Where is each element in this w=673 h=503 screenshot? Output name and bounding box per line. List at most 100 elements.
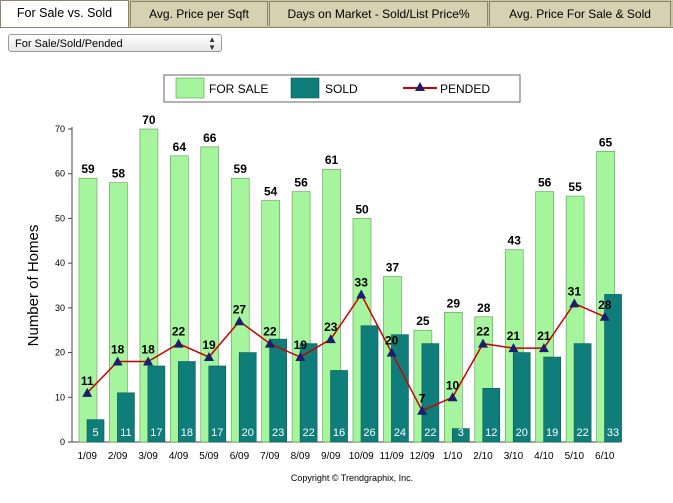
sold-value-label: 17: [211, 427, 223, 439]
pended-marker: [204, 352, 214, 362]
pended-value-label: 23: [324, 320, 338, 334]
for-sale-bar: [78, 177, 98, 443]
sold-value-label: 22: [424, 427, 436, 439]
sold-bar: [421, 343, 440, 443]
pended-marker: [386, 347, 397, 357]
pended-marker: [508, 343, 519, 353]
x-tick-label: 6/09: [230, 451, 250, 462]
pended-marker: [478, 338, 488, 348]
pended-marker: [264, 338, 275, 348]
x-tick-label: 3/09: [138, 451, 158, 462]
pended-marker: [112, 356, 123, 366]
sold-value-label: 16: [333, 427, 345, 439]
for-sale-value-label: 59: [234, 162, 248, 176]
for-sale-value-label: 58: [112, 167, 126, 181]
sold-value-label: 20: [242, 427, 254, 439]
pended-value-label: 20: [385, 334, 399, 348]
pended-marker: [143, 356, 154, 366]
for-sale-value-label: 50: [355, 202, 369, 216]
for-sale-value-label: 25: [416, 314, 430, 328]
pended-marker: [538, 343, 549, 353]
for-sale-value-label: 28: [477, 301, 491, 315]
x-tick-label: 10/09: [349, 451, 374, 462]
sold-bar: [482, 388, 501, 443]
legend-for-sale-swatch: [175, 77, 205, 99]
sold-value-label: 5: [92, 427, 98, 439]
sold-bar: [452, 428, 470, 443]
sold-value-label: 33: [607, 427, 619, 439]
x-tick-label: 2/10: [473, 451, 493, 462]
pended-value-label: 18: [111, 343, 125, 357]
sold-value-label: 24: [394, 427, 406, 439]
for-sale-value-label: 65: [599, 135, 613, 149]
x-tick-label: 6/10: [595, 451, 615, 462]
pended-value-label: 22: [476, 325, 490, 339]
tab-avg-price-per-sqft[interactable]: Avg. Price per Sqft: [130, 1, 268, 26]
sold-bar: [360, 325, 379, 443]
sold-value-label: 19: [546, 427, 558, 439]
sold-bar: [573, 343, 592, 443]
x-tick-label: 8/09: [291, 451, 311, 462]
pended-value-label: 10: [446, 378, 460, 392]
sold-bar: [391, 334, 409, 443]
pended-marker: [599, 311, 610, 321]
x-tick-label: 9/09: [321, 451, 341, 462]
for-sale-bar: [444, 312, 463, 443]
sold-value-label: 22: [302, 427, 314, 439]
x-tick-label: 5/10: [565, 451, 585, 462]
sold-bar: [604, 294, 622, 443]
y-tick-label: 20: [55, 348, 65, 358]
sold-bar: [512, 352, 531, 443]
pended-marker: [173, 338, 184, 348]
pended-value-label: 21: [507, 329, 521, 343]
for-sale-value-label: 70: [142, 113, 156, 127]
tab-for-sale-vs-sold[interactable]: For Sale vs. Sold: [0, 0, 129, 27]
sold-value-label: 20: [516, 427, 528, 439]
legend-sold-swatch: [290, 77, 320, 99]
sold-value-label: 12: [485, 427, 497, 439]
pended-marker: [356, 289, 367, 299]
tab-avg-price-for-sale-sold[interactable]: Avg. Price For Sale & Sold: [489, 1, 671, 26]
for-sale-value-label: 56: [538, 176, 552, 190]
legend-pended-label: PENDED: [440, 82, 490, 96]
for-sale-value-label: 64: [173, 140, 187, 154]
tab-days-on-market[interactable]: Days on Market - Sold/List Price%: [269, 1, 488, 26]
for-sale-value-label: 56: [294, 176, 308, 190]
status-filter-select[interactable]: For Sale/Sold/Pended ▲ ▼: [8, 34, 222, 52]
pended-marker: [295, 352, 306, 362]
pended-marker: [82, 387, 93, 397]
x-tick-label: 1/10: [443, 451, 463, 462]
x-tick-label: 12/09: [410, 451, 435, 462]
pended-value-label: 18: [141, 343, 155, 357]
sold-bar: [208, 365, 227, 443]
y-tick-label: 60: [55, 169, 65, 179]
legend-sold-label: SOLD: [325, 82, 358, 96]
sold-bar: [178, 361, 196, 443]
sold-bar: [117, 392, 135, 443]
status-filter-value: For Sale/Sold/Pended: [15, 38, 123, 50]
y-tick-label: 30: [55, 303, 65, 313]
sold-bar: [299, 343, 318, 443]
pended-value-label: 27: [233, 302, 247, 316]
y-tick-label: 40: [55, 258, 65, 268]
sold-value-label: 3: [458, 427, 464, 439]
legend-for-sale-label: FOR SALE: [209, 82, 268, 96]
pended-value-label: 28: [598, 298, 612, 312]
for-sale-value-label: 59: [81, 162, 95, 176]
y-tick-label: 70: [55, 124, 65, 134]
pended-marker: [234, 316, 245, 326]
for-sale-value-label: 54: [264, 185, 278, 199]
for-sale-value-label: 66: [203, 131, 217, 145]
pended-marker: [325, 334, 336, 344]
x-tick-label: 11/09: [380, 451, 405, 462]
y-tick-label: 0: [60, 437, 65, 447]
sold-bar: [269, 338, 287, 443]
copyright-text: Copyright © Trendgraphix, Inc.: [291, 473, 413, 483]
pended-value-label: 19: [294, 338, 308, 352]
for-sale-value-label: 43: [508, 234, 522, 248]
pended-value-label: 19: [202, 338, 216, 352]
x-tick-label: 3/10: [504, 451, 524, 462]
for-sale-value-label: 55: [568, 180, 582, 194]
sold-value-label: 11: [120, 427, 131, 439]
legend-pended-marker: [415, 82, 425, 91]
